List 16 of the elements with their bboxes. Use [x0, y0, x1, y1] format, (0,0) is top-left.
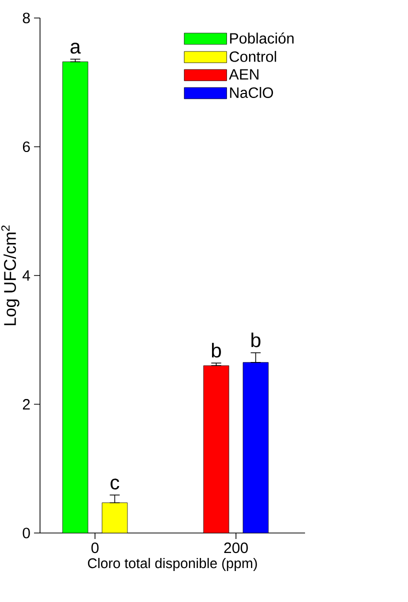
x-tick-label: 200 — [224, 542, 248, 554]
legend-label: AEN — [228, 69, 258, 80]
annotation: b — [251, 332, 260, 348]
y-tick-label: 2 — [22, 399, 30, 410]
annotation: c — [110, 478, 120, 490]
annotation: a — [70, 42, 81, 54]
legend-label: Control — [230, 50, 276, 62]
x-axis-title: Cloro total disponible (ppm) — [88, 558, 257, 571]
y-tick-label: 8 — [22, 12, 30, 24]
annotation: b — [212, 342, 221, 358]
y-axis-title: Log UFC/cm$^{2}$ — [1, 226, 20, 326]
y-tick-label: 4 — [22, 270, 30, 281]
legend-label: NaClO — [230, 87, 274, 98]
y-tick-label: 6 — [22, 141, 30, 152]
legend-label: Población — [230, 32, 294, 44]
y-tick-label: 0 — [22, 528, 30, 538]
